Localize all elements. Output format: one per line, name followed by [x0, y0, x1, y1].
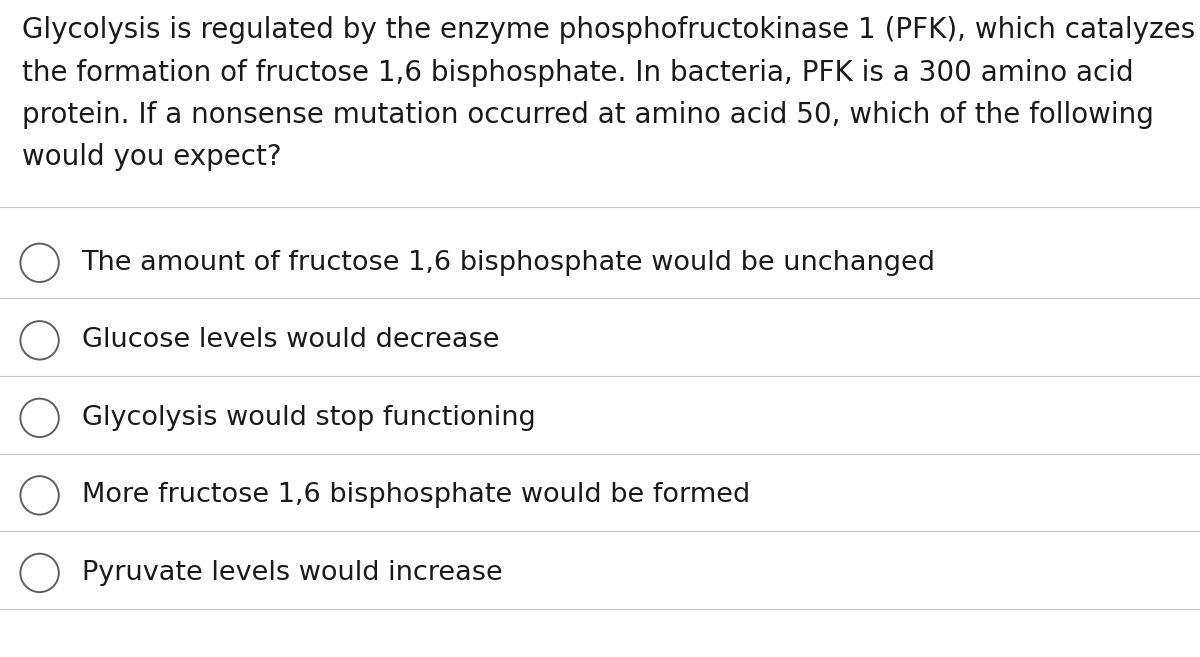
Text: More fructose 1,6 bisphosphate would be formed: More fructose 1,6 bisphosphate would be …: [82, 482, 750, 509]
Text: Glycolysis would stop functioning: Glycolysis would stop functioning: [82, 405, 535, 431]
Text: Glucose levels would decrease: Glucose levels would decrease: [82, 327, 499, 353]
Text: Glycolysis is regulated by the enzyme phosphofructokinase 1 (PFK), which catalyz: Glycolysis is regulated by the enzyme ph…: [22, 16, 1195, 171]
Text: The amount of fructose 1,6 bisphosphate would be unchanged: The amount of fructose 1,6 bisphosphate …: [82, 250, 936, 276]
Text: Pyruvate levels would increase: Pyruvate levels would increase: [82, 560, 503, 586]
